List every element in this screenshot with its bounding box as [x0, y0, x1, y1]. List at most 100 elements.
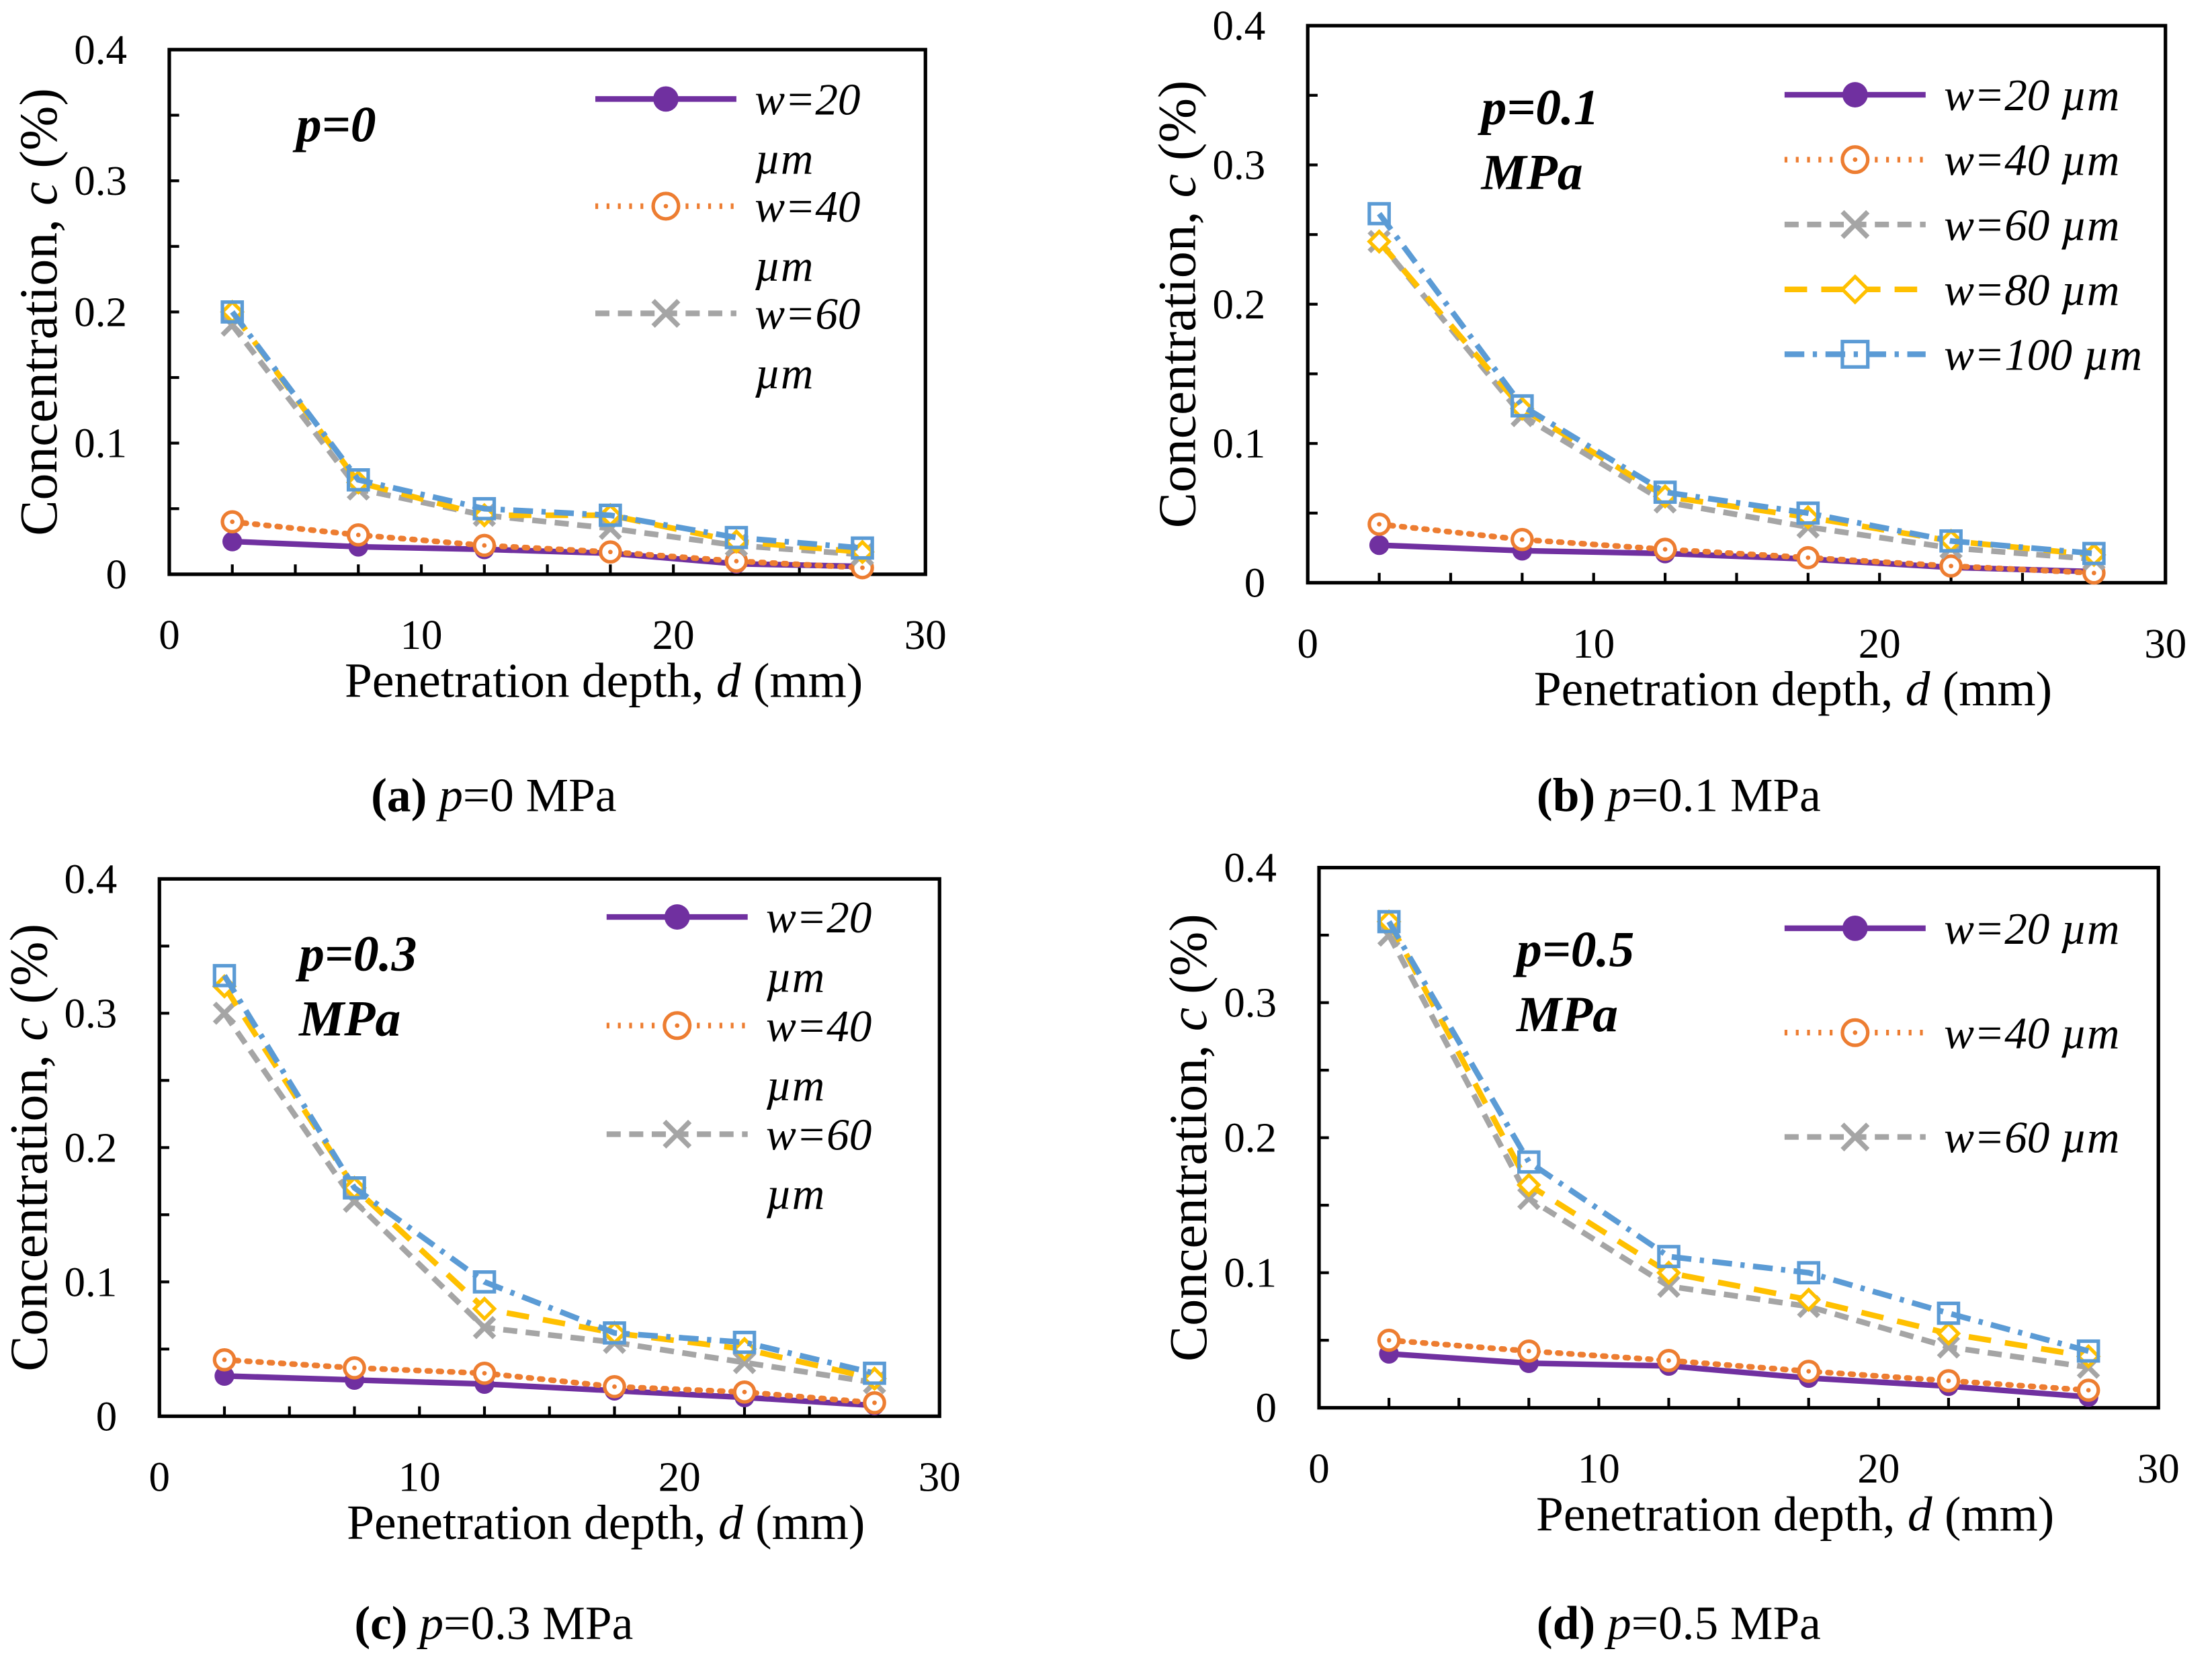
x-axis-title-var: d: [1906, 662, 1930, 716]
pressure-annotation: p=0.3: [295, 926, 417, 982]
filled-circle-marker: [653, 86, 679, 112]
x-axis-title: Penetration depth, d (mm): [1536, 1487, 2054, 1541]
y-tick-label: 0.4: [1213, 2, 1266, 49]
x-marker: [651, 298, 681, 328]
legend-item: w=40 µm: [1784, 1008, 2119, 1058]
series-4: [1367, 202, 2106, 566]
y-tick-label: 0.1: [65, 1258, 118, 1305]
legend-label-text: w=60: [755, 289, 860, 339]
open-circle-marker-dot: [1949, 564, 1953, 568]
filled-circle-marker: [214, 1366, 235, 1386]
legend-label: w=60 µm: [1944, 200, 2119, 250]
legend-label: w=60 µm: [766, 1109, 871, 1219]
x-marker: [732, 1351, 757, 1374]
x-axis-title-var: d: [1908, 1487, 1932, 1541]
diamond-marker: [1367, 229, 1392, 254]
y-tick-label: 0.1: [1213, 420, 1266, 467]
x-tick-label: 20: [1859, 620, 1901, 667]
open-circle-marker-dot: [1662, 547, 1668, 552]
chart-panel-d: 0 10 20 30 0 0.1 0.2 0.3 0.4 Penetration depth, d…: [1159, 844, 2180, 1650]
panel-caption: (c) p=0.3 MPa: [354, 1597, 633, 1650]
pressure-annotation: p=0: [292, 97, 376, 152]
x-tick-label: 10: [400, 611, 443, 658]
open-circle-marker-dot: [675, 1023, 680, 1028]
open-square-marker: [2076, 1339, 2100, 1363]
series-line: [230, 323, 863, 558]
series-3: [220, 299, 875, 565]
y-axis-title-text: Concentration,: [0, 1041, 58, 1372]
open-square-marker: [1367, 202, 1391, 226]
chart-panel-c: 0 10 20 30 0 0.1 0.2 0.3 0.4 Penetration depth, d…: [0, 855, 961, 1650]
legend-label-unit: µm: [766, 1169, 824, 1219]
legend-label-text: w=60: [766, 1109, 871, 1159]
y-tick-label: 0.2: [65, 1124, 118, 1171]
legend-label-text: w=40 µm: [1944, 135, 2119, 185]
chart-panel-b: 0 10 20 30 0 0.1 0.2 0.3 0.4 Penetration depth, d…: [1148, 2, 2186, 822]
pressure-annotation: p=0.1: [1477, 80, 1599, 136]
x-tick-label: 30: [2144, 620, 2186, 667]
x-marker: [1657, 1274, 1681, 1298]
open-circle-marker-dot: [230, 519, 235, 525]
open-circle-marker-dot: [860, 565, 865, 570]
x-marker: [1937, 1335, 1961, 1359]
legend-label-unit: µm: [766, 951, 824, 1002]
panel-label: (b): [1537, 769, 1595, 822]
diamond-marker: [1516, 1172, 1541, 1198]
filled-circle-marker: [1842, 915, 1868, 941]
x-axis-title-text: Penetration depth,: [347, 1495, 718, 1550]
panel-label: (d): [1537, 1597, 1595, 1650]
x-marker: [663, 1119, 692, 1149]
legend-item: w=80 µm: [1784, 265, 2119, 315]
caption-text: =0.1 MPa: [1631, 769, 1821, 822]
legend-label-unit: µm: [766, 1060, 824, 1110]
y-tick-label: 0.4: [1224, 844, 1277, 891]
series-line: [222, 1011, 876, 1386]
legend-item: w=20 µm: [1784, 903, 2119, 954]
open-circle-marker-dot: [1806, 1369, 1812, 1374]
series-line: [1377, 239, 2094, 558]
caption-space: [427, 769, 439, 822]
open-square-marker: [732, 1330, 757, 1354]
x-axis-title-var: d: [716, 654, 741, 708]
diamond-marker: [1936, 1321, 1961, 1346]
open-square-marker: [346, 468, 370, 492]
legend-item: w=40 µm: [595, 181, 861, 291]
open-square-marker: [724, 525, 749, 549]
legend-label-unit: µm: [755, 348, 813, 398]
open-square-marker: [1653, 480, 1677, 504]
x-marker: [599, 517, 622, 540]
filled-circle-marker: [1369, 535, 1390, 556]
x-marker: [1840, 210, 1870, 239]
legend-label: w=20 µm: [1944, 70, 2119, 120]
open-circle-marker-dot: [1666, 1358, 1671, 1363]
x-axis-title-text: Penetration depth,: [345, 654, 716, 708]
open-square-marker: [1657, 1245, 1681, 1268]
legend-label: w=40 µm: [766, 1001, 871, 1110]
x-axis-title: Penetration depth, d (mm): [345, 654, 863, 708]
y-axis-title-text: Concentration,: [9, 206, 69, 536]
legend-label: w=20 µm: [766, 892, 871, 1002]
caption-space: [1595, 1597, 1607, 1650]
series-line: [1377, 239, 2094, 562]
x-tick-label: 20: [1857, 1445, 1900, 1492]
open-square-marker: [472, 496, 497, 521]
series-line: [224, 1373, 875, 1409]
y-axis-title-var: c: [1148, 174, 1207, 197]
open-square-marker: [1937, 1301, 1961, 1325]
x-tick-label: 20: [652, 611, 695, 658]
caption-text: =0 MPa: [463, 769, 617, 822]
legend: w=20 µmw=40 µmw=60 µm: [595, 74, 861, 398]
caption-text: =0.3 MPa: [443, 1597, 633, 1650]
y-axis-title: Concentration, c (%): [1159, 914, 1218, 1362]
legend-item: w=60 µm: [1784, 1112, 2119, 1163]
pressure-annotation: MPa: [1480, 145, 1582, 201]
open-circle-marker-dot: [742, 1389, 747, 1395]
open-square-marker: [220, 300, 245, 324]
legend-label-text: w=40: [766, 1001, 871, 1051]
series-line: [1377, 212, 2094, 557]
x-axis-title: Penetration depth, d (mm): [1534, 662, 2052, 716]
y-axis-title-unit: (%): [9, 88, 69, 182]
open-circle-marker-dot: [1526, 1348, 1531, 1354]
open-circle-marker-dot: [608, 549, 613, 555]
series-4: [212, 964, 886, 1385]
